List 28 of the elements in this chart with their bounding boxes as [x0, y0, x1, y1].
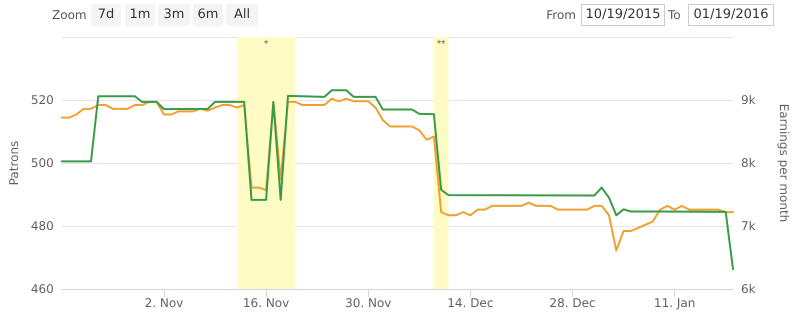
- text: Zoom: [52, 7, 87, 24]
- x-tick-label: 16. Nov: [242, 296, 290, 310]
- y-axis-title: Patrons: [7, 140, 21, 186]
- text: From: [545, 7, 576, 24]
- y-tick-label: 500: [30, 156, 54, 170]
- zoom-button: 3m: [158, 4, 190, 26]
- date-field: 10/19/2015: [581, 4, 665, 26]
- x-tick-label: 11. Jan: [654, 296, 696, 310]
- x-tick-label: 2. Nov: [144, 296, 184, 310]
- band-label: **: [436, 38, 446, 50]
- x-tick-label: 28. Dec: [549, 296, 596, 310]
- zoom-button: 1m: [125, 4, 155, 26]
- y-tick-label: 520: [30, 93, 54, 107]
- y-tick-label: 480: [30, 219, 54, 233]
- y2-axis-title: Earnings per month: [777, 104, 791, 222]
- y2-tick-label: 6k: [741, 282, 756, 296]
- y2-tick-label: 9k: [741, 93, 756, 107]
- text: To: [668, 7, 681, 24]
- date-field: 01/19/2016: [688, 4, 774, 26]
- band-label: *: [264, 38, 269, 50]
- y-tick-label: 460: [30, 282, 54, 296]
- y2-tick-label: 8k: [741, 156, 756, 170]
- zoom-button: All: [226, 4, 258, 26]
- x-tick-label: 30. Nov: [345, 296, 392, 310]
- y2-tick-label: 7k: [741, 219, 756, 233]
- zoom-button: 7d: [91, 4, 121, 26]
- zoom-button: 6m: [193, 4, 223, 26]
- x-tick-label: 14. Dec: [447, 296, 494, 310]
